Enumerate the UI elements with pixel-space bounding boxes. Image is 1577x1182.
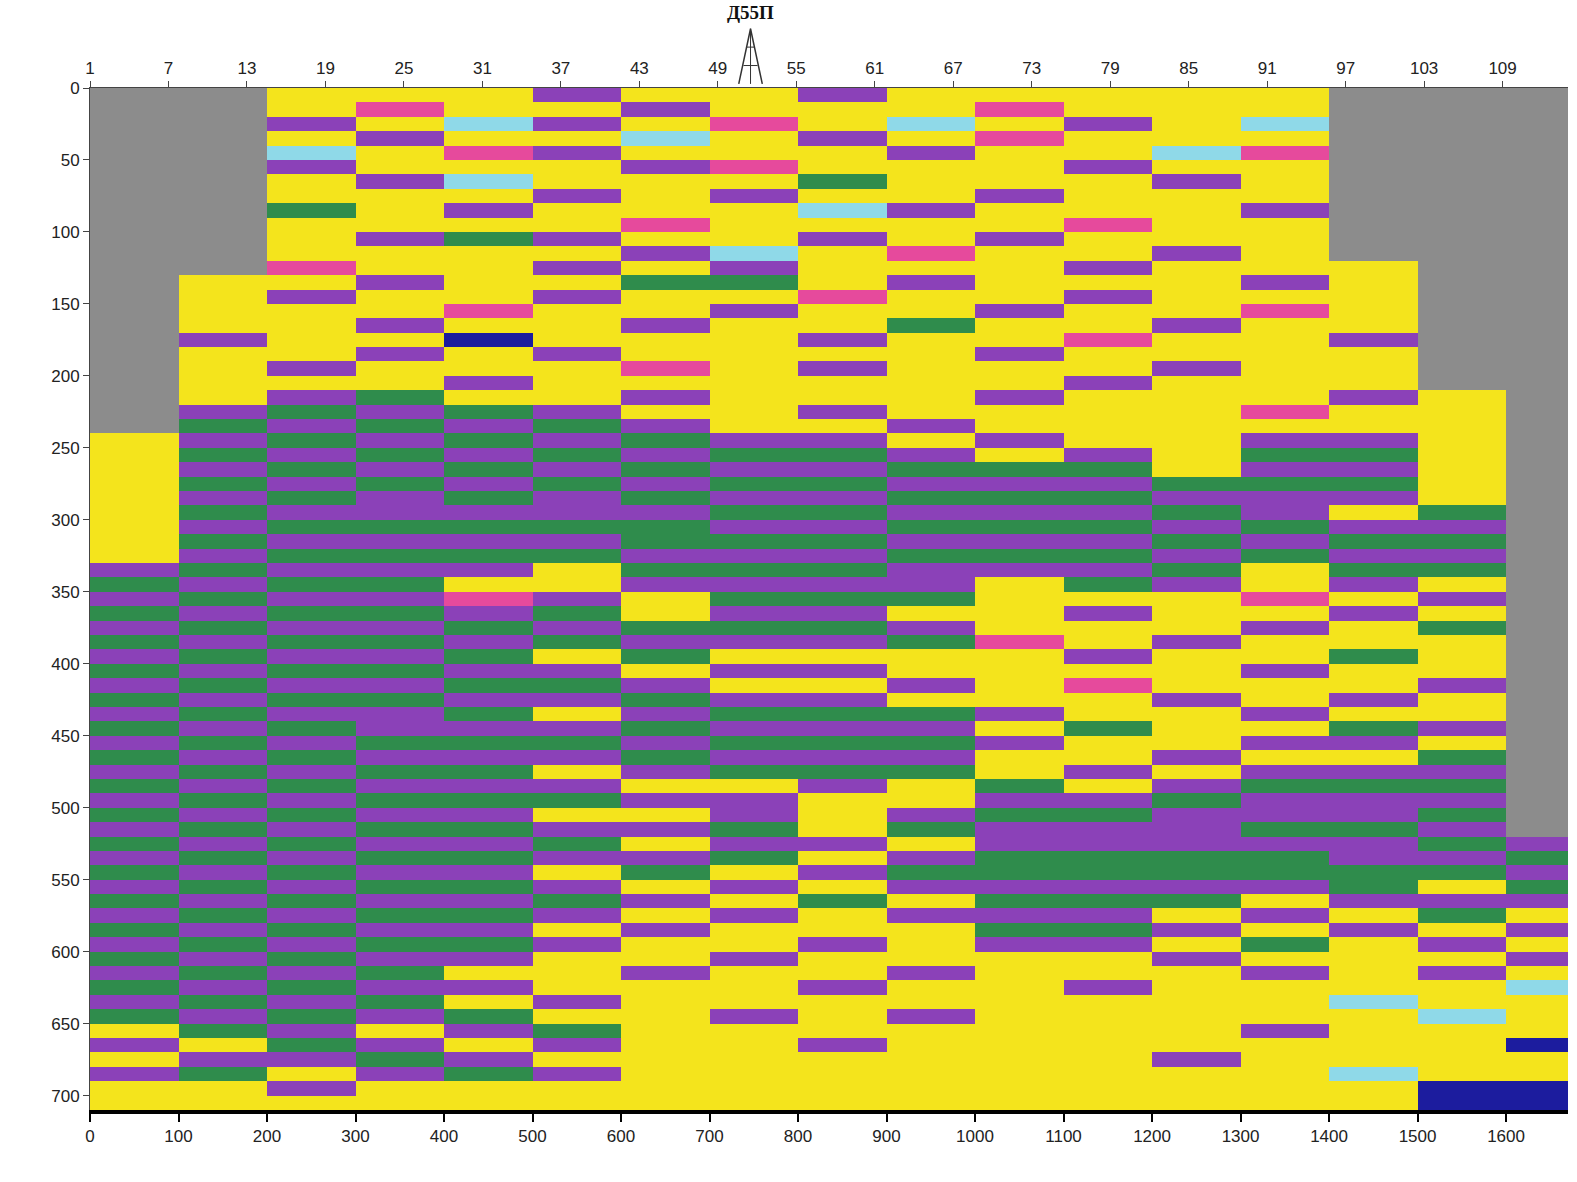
svg-text:500: 500 (51, 799, 79, 818)
svg-text:250: 250 (51, 439, 79, 458)
svg-text:1100: 1100 (1045, 1127, 1082, 1146)
svg-text:67: 67 (944, 59, 963, 78)
svg-text:55: 55 (787, 59, 806, 78)
svg-text:450: 450 (51, 727, 79, 746)
svg-text:49: 49 (708, 59, 727, 78)
svg-text:800: 800 (784, 1127, 812, 1146)
svg-text:50: 50 (61, 151, 80, 170)
svg-text:19: 19 (316, 59, 335, 78)
svg-text:79: 79 (1101, 59, 1120, 78)
svg-text:13: 13 (237, 59, 256, 78)
svg-text:109: 109 (1488, 59, 1516, 78)
svg-text:97: 97 (1336, 59, 1355, 78)
svg-text:900: 900 (872, 1127, 900, 1146)
svg-text:700: 700 (695, 1127, 723, 1146)
svg-text:Д55П: Д55П (727, 2, 774, 23)
svg-text:1600: 1600 (1487, 1127, 1525, 1146)
svg-text:1500: 1500 (1399, 1127, 1437, 1146)
svg-text:700: 700 (51, 1087, 79, 1106)
svg-text:500: 500 (518, 1127, 546, 1146)
svg-text:600: 600 (607, 1127, 635, 1146)
svg-text:43: 43 (630, 59, 649, 78)
svg-text:100: 100 (164, 1127, 192, 1146)
svg-text:400: 400 (51, 655, 79, 674)
svg-text:31: 31 (473, 59, 492, 78)
svg-text:550: 550 (51, 871, 79, 890)
svg-text:85: 85 (1179, 59, 1198, 78)
svg-text:1000: 1000 (956, 1127, 994, 1146)
svg-text:1300: 1300 (1222, 1127, 1260, 1146)
svg-text:200: 200 (51, 367, 79, 386)
svg-text:650: 650 (51, 1015, 79, 1034)
svg-text:91: 91 (1258, 59, 1277, 78)
svg-text:1200: 1200 (1133, 1127, 1171, 1146)
svg-text:350: 350 (51, 583, 79, 602)
svg-text:400: 400 (430, 1127, 458, 1146)
svg-text:100: 100 (51, 223, 79, 242)
svg-text:300: 300 (51, 511, 79, 530)
svg-text:25: 25 (394, 59, 413, 78)
svg-text:0: 0 (85, 1127, 94, 1146)
svg-text:61: 61 (865, 59, 884, 78)
svg-text:73: 73 (1022, 59, 1041, 78)
svg-text:600: 600 (51, 943, 79, 962)
svg-text:0: 0 (70, 79, 79, 98)
svg-text:300: 300 (341, 1127, 369, 1146)
svg-text:200: 200 (253, 1127, 281, 1146)
svg-text:1400: 1400 (1310, 1127, 1348, 1146)
svg-text:37: 37 (551, 59, 570, 78)
svg-text:150: 150 (51, 295, 79, 314)
svg-text:1: 1 (85, 59, 94, 78)
svg-text:103: 103 (1410, 59, 1438, 78)
svg-text:7: 7 (164, 59, 173, 78)
